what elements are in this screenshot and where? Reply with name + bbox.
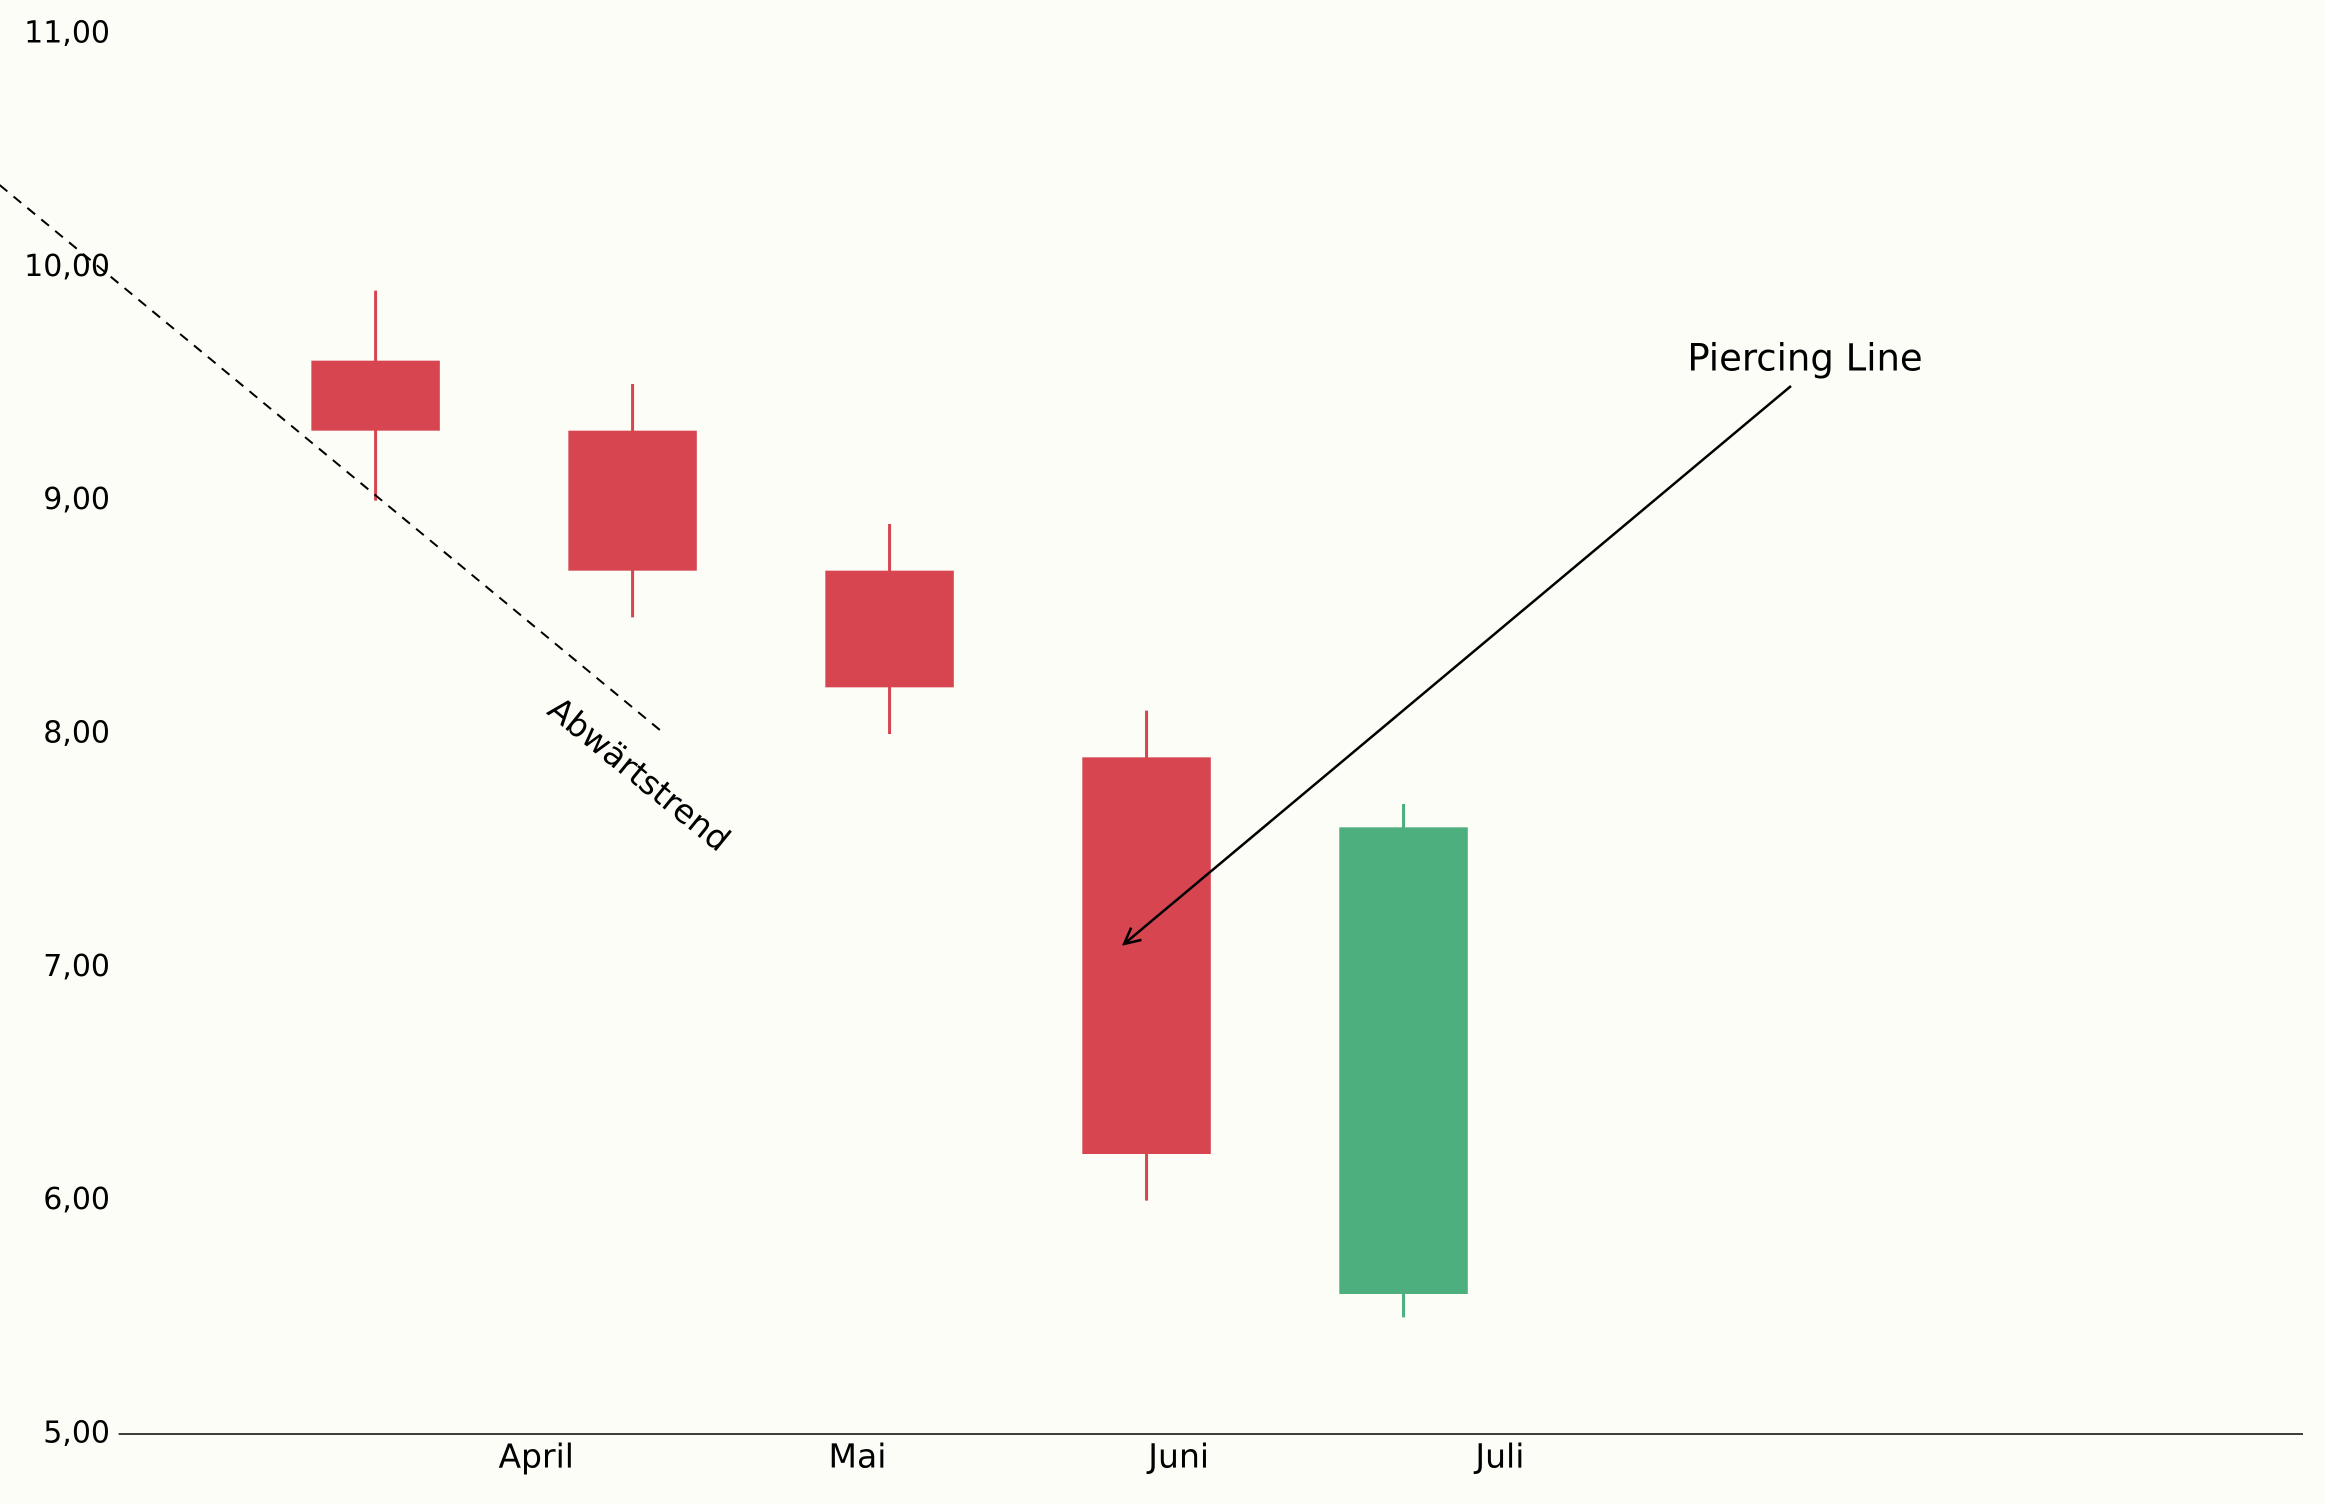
candle-body bbox=[568, 430, 697, 571]
candle-body bbox=[1339, 827, 1468, 1294]
trend-line bbox=[0, 184, 666, 735]
candle-body bbox=[825, 570, 954, 688]
annotation-text: Piercing Line bbox=[1687, 337, 1922, 380]
y-tick-label: 8,00 bbox=[43, 716, 110, 751]
x-tick-label: Juli bbox=[1473, 1437, 1524, 1476]
candle-body bbox=[1082, 757, 1211, 1154]
x-tick-label: April bbox=[498, 1437, 573, 1476]
y-tick-label: 9,00 bbox=[43, 482, 110, 517]
y-tick-label: 11,00 bbox=[24, 16, 110, 51]
trend-label: Abwärtstrend bbox=[541, 689, 738, 859]
y-tick-label: 7,00 bbox=[43, 949, 110, 984]
annotation-arrow bbox=[1124, 385, 1792, 944]
candle-body bbox=[311, 360, 440, 431]
y-tick-label: 6,00 bbox=[43, 1182, 110, 1217]
x-tick-label: Juni bbox=[1146, 1437, 1209, 1476]
y-tick-label: 10,00 bbox=[24, 249, 110, 284]
x-tick-label: Mai bbox=[829, 1437, 887, 1476]
y-tick-label: 5,00 bbox=[43, 1416, 110, 1451]
